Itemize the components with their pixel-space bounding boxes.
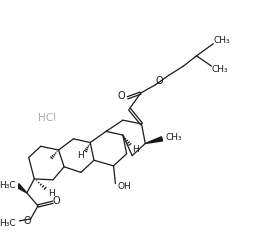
Text: CH₃: CH₃ [213,37,230,45]
Polygon shape [145,137,163,144]
Text: H: H [133,145,139,154]
Text: O: O [53,196,61,206]
Text: O: O [117,91,125,101]
Text: H: H [77,151,84,160]
Text: O: O [155,76,163,86]
Text: CH₃: CH₃ [166,133,183,142]
Text: CH₃: CH₃ [212,65,228,74]
Text: H: H [48,189,54,198]
Text: OH: OH [118,182,132,191]
Text: O: O [23,216,31,226]
Text: HCl: HCl [38,113,56,123]
Polygon shape [16,184,27,193]
Text: H₃C: H₃C [0,219,16,228]
Text: H₃C: H₃C [0,181,16,190]
